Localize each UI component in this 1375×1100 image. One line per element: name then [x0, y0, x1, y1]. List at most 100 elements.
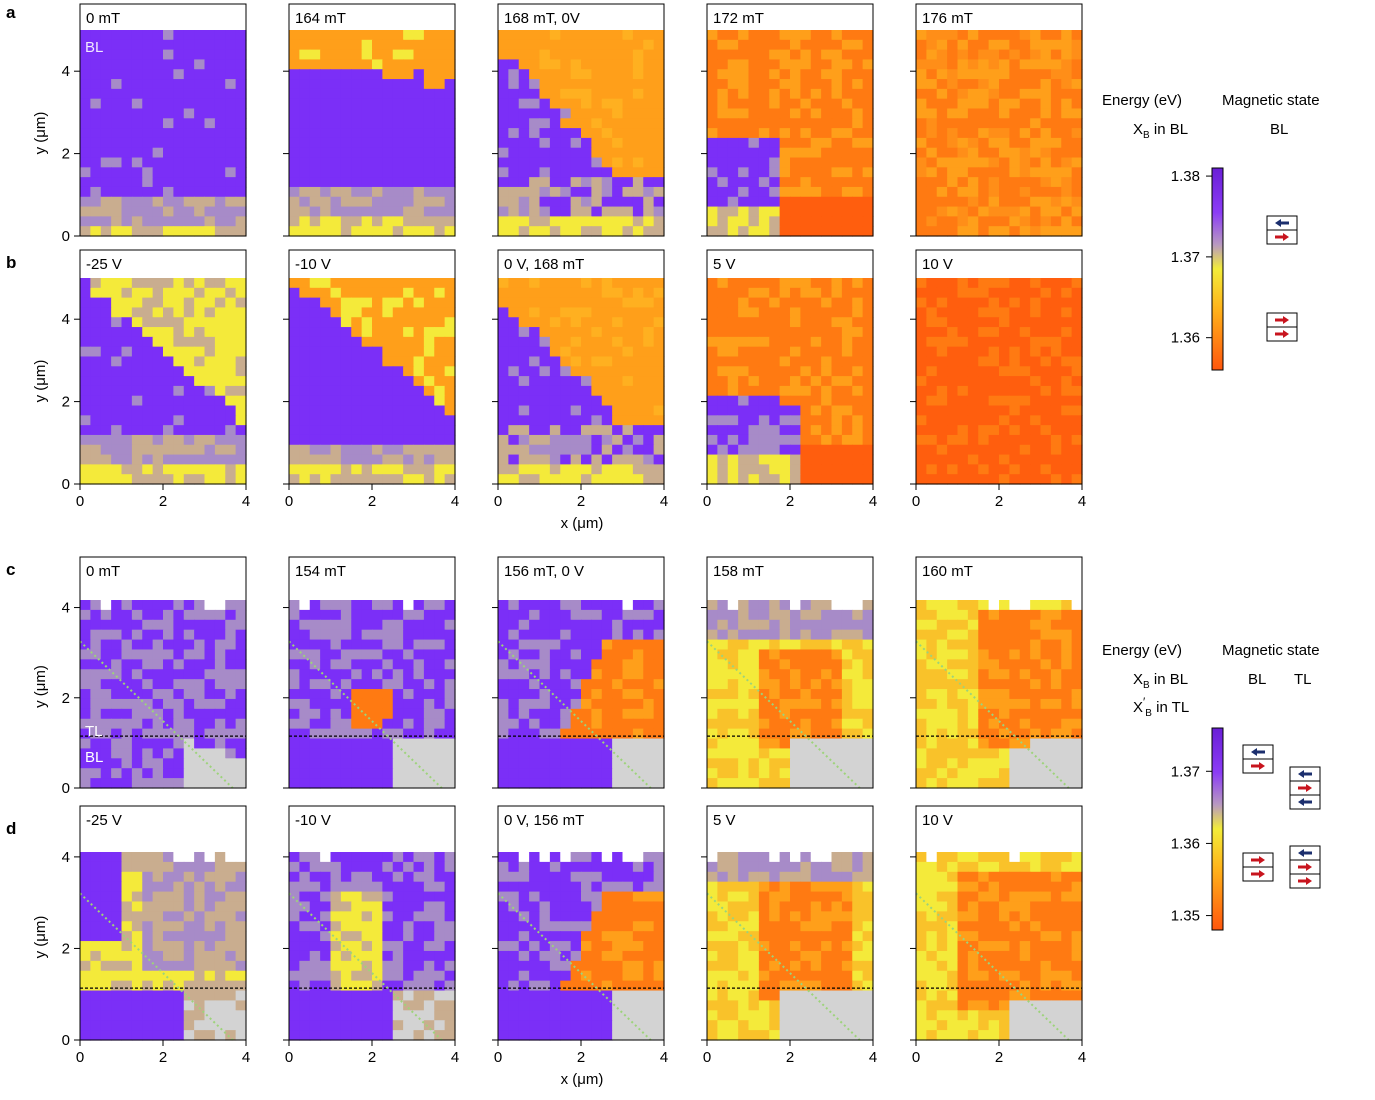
map-pixel [1009, 415, 1021, 426]
map-pixel [299, 346, 311, 358]
map-pixel [204, 88, 216, 100]
map-pixel [1019, 346, 1031, 358]
map-pixel [403, 689, 415, 700]
map-pixel [340, 196, 352, 208]
y-tick-label: 2 [62, 394, 70, 411]
map-pixel [423, 748, 435, 759]
map-pixel [717, 327, 729, 338]
map-pixel [821, 649, 833, 660]
map-pixel [309, 128, 321, 139]
map-pixel [862, 689, 874, 700]
map-pixel [423, 137, 435, 149]
map-pixel [80, 758, 91, 769]
map-pixel [423, 425, 435, 436]
map-pixel [999, 415, 1010, 426]
map-pixel [612, 425, 624, 436]
map-pixel [183, 629, 195, 641]
map-pixel [549, 98, 561, 110]
map-pixel [988, 49, 1000, 61]
map-pixel [152, 186, 164, 198]
map-pixel [821, 108, 833, 119]
map-pixel [862, 317, 874, 328]
map-pixel [1030, 385, 1042, 397]
map-pixel [790, 376, 801, 387]
map-pixel [852, 157, 864, 168]
map-pixel [841, 128, 853, 139]
map-pixel [758, 327, 770, 338]
map-pixel [622, 206, 634, 217]
map-pixel [330, 278, 342, 289]
map-pixel [529, 336, 541, 348]
map-pixel [299, 307, 311, 318]
map-pixel [340, 629, 352, 641]
map-pixel [810, 336, 822, 348]
map-pixel [957, 327, 969, 338]
map-pixel [601, 649, 613, 660]
y-axis-label: y (μm) [32, 360, 49, 403]
map-pixel [372, 758, 383, 769]
map-pixel [225, 464, 237, 475]
map-pixel [632, 206, 644, 217]
map-pixel [581, 444, 592, 456]
map-pixel [988, 39, 1000, 51]
map-pixel [382, 649, 394, 660]
map-pixel [1019, 649, 1031, 660]
map-pixel [235, 59, 247, 70]
map-pixel [612, 366, 624, 377]
map-pixel [570, 639, 582, 651]
map-pixel [570, 137, 582, 149]
map-pixel [382, 609, 394, 621]
map-pixel [90, 679, 102, 690]
map-pixel [361, 226, 373, 237]
map-pixel [508, 669, 520, 680]
map-pixel [152, 69, 164, 80]
map-pixel [121, 444, 133, 456]
map-pixel [810, 609, 822, 621]
map-pixel [529, 425, 541, 436]
map-pixel [653, 39, 665, 51]
map-pixel [100, 157, 112, 168]
map-pixel [591, 395, 603, 407]
map-pixel [748, 415, 760, 426]
map-pixel [560, 758, 572, 769]
map-pixel [413, 698, 425, 710]
map-pixel [601, 728, 613, 740]
map-pixel [643, 216, 655, 227]
map-pixel [758, 629, 770, 641]
map-pixel [988, 216, 1000, 227]
map-pixel [403, 49, 415, 61]
map-pixel [444, 287, 456, 299]
map-pixel [309, 327, 321, 338]
map-pixel [581, 118, 592, 129]
map-pixel [748, 49, 760, 61]
map-pixel [549, 659, 561, 670]
map-pixel [423, 649, 435, 660]
map-pixel [434, 698, 446, 710]
map-pixel [758, 88, 770, 100]
map-pixel [100, 147, 112, 159]
map-pixel [831, 698, 843, 710]
map-pixel [90, 336, 102, 348]
map-pixel [612, 609, 624, 621]
map-pixel [90, 649, 102, 660]
map-pixel [707, 748, 718, 759]
map-pixel [1061, 88, 1073, 100]
map-pixel [758, 118, 770, 129]
map-pixel [214, 147, 226, 159]
map-pixel [121, 226, 133, 237]
map-pixel [831, 679, 843, 690]
map-pixel [601, 297, 613, 309]
map-pixel [810, 649, 822, 660]
map-pixel [173, 689, 185, 700]
map-pixel [967, 768, 979, 779]
map-pixel [967, 98, 979, 110]
map-pixel [194, 405, 206, 416]
map-pixel [643, 425, 655, 436]
map-pixel [957, 718, 969, 730]
map-pixel [831, 619, 843, 631]
map-pixel [643, 69, 655, 80]
map-pixel [591, 278, 603, 289]
map-pixel [142, 39, 154, 51]
map-pixel [235, 167, 247, 178]
map-pixel [926, 128, 938, 139]
